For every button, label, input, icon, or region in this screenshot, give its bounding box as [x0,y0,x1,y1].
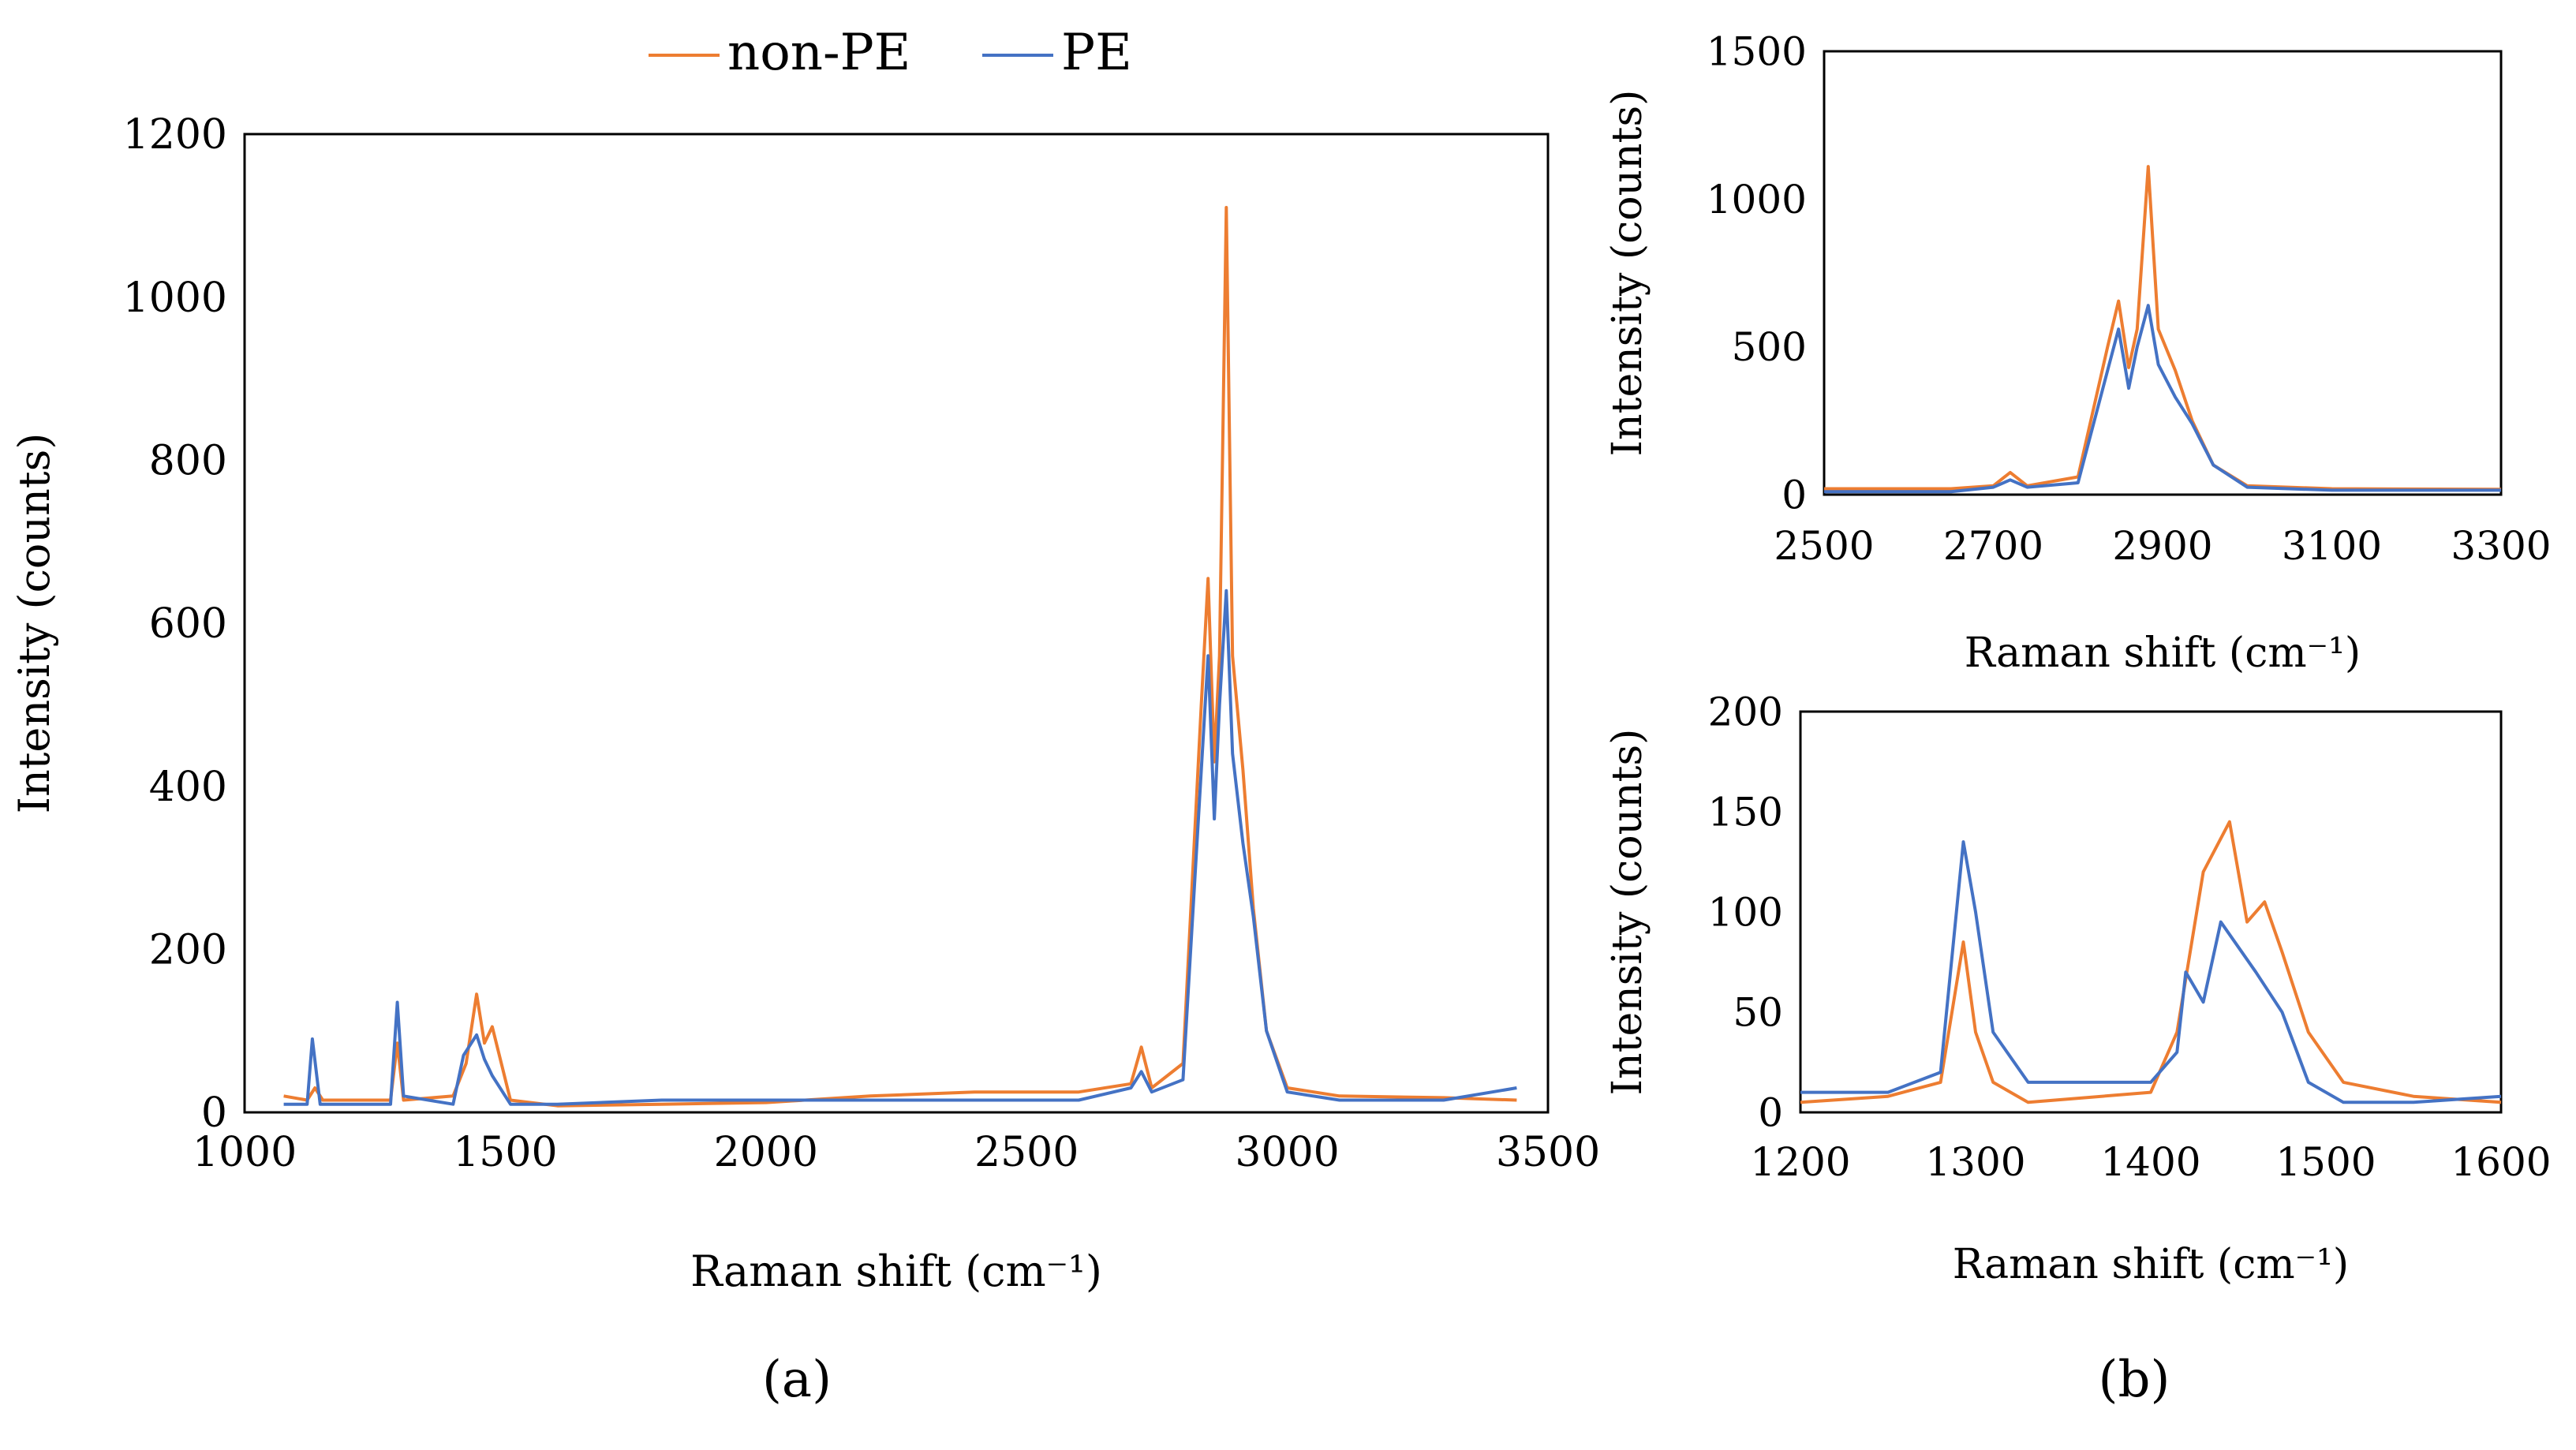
x-tick-label: 1600 [2451,1139,2551,1185]
plot-area-frame [1799,710,2503,1114]
x-tick-label: 2500 [1774,523,1874,569]
plot-area-frame [1823,50,2503,496]
panel-b-bottom: 0 50 100 150 200 1200 1300 1400 1500 1600 Raman sh… [1604,689,2552,1289]
x-tick-label: 2700 [1943,523,2043,569]
y-tick-label: 800 [149,438,227,485]
x-tick-label: 2500 [974,1129,1079,1176]
y-tick-label: 0 [1782,473,1807,518]
x-tick-label: 1300 [1925,1139,2025,1185]
x-tick-label: 1500 [453,1129,557,1176]
x-axis-label: Raman shift (cm⁻¹) [1953,1241,2349,1288]
x-axis-label: Raman shift (cm⁻¹) [690,1246,1102,1296]
y-tick-label: 200 [1708,689,1783,735]
y-tick-label: 600 [149,600,227,648]
series-line-pe [283,589,1517,1106]
y-tick-label: 400 [149,764,227,811]
x-tick-label: 1500 [2275,1139,2376,1185]
legend-label-pe: PE [1061,24,1132,82]
y-tick-label: 1500 [1707,29,1807,75]
plot-area-frame [243,133,1550,1114]
series-line-non-pe [1824,165,2502,491]
x-tick-label: 1200 [1750,1139,1850,1185]
x-tick-label: 2900 [2112,523,2212,569]
y-tick-label: 500 [1732,324,1807,370]
series-line-non-pe [1800,820,2502,1104]
x-tick-label: 3500 [1496,1129,1600,1176]
y-axis-label: Intensity (counts) [9,433,59,814]
x-tick-label: 3100 [2282,523,2382,569]
x-tick-label: 2000 [714,1129,818,1176]
y-tick-label: 1200 [123,111,227,159]
y-tick-label: 1000 [1707,177,1807,222]
y-axis-label: Intensity (counts) [1604,729,1651,1096]
y-axis-label: Intensity (counts) [1604,90,1651,457]
series-line-non-pe [283,206,1517,1108]
series-line-pe [1824,304,2501,494]
series-line-pe [1800,840,2502,1104]
y-tick-label: 100 [1708,890,1783,936]
panel-label-a: (a) [762,1351,832,1409]
y-tick-label: 1000 [123,275,227,322]
panel-b-top: 0 500 1000 1500 2500 2700 2900 3100 3300 Raman sh… [1604,29,2552,678]
y-tick-label: 50 [1733,990,1783,1036]
x-tick-label: 1400 [2100,1139,2200,1185]
y-tick-label: 0 [1758,1090,1783,1136]
x-tick-label: 1000 [193,1129,297,1176]
x-axis-label: Raman shift (cm⁻¹) [1965,630,2361,677]
x-tick-label: 3000 [1235,1129,1339,1176]
legend-label-non-pe: non-PE [727,24,910,82]
y-tick-label: 200 [149,927,227,974]
panel-a: 0 200 400 600 800 1000 1200 1000 1500 2000 2500 300… [9,111,1600,1296]
y-tick-label: 0 [201,1089,227,1137]
legend: non-PE PE [649,24,1132,82]
y-tick-label: 150 [1708,790,1783,835]
x-tick-label: 3300 [2451,523,2551,569]
panel-label-b: (b) [2099,1351,2170,1409]
